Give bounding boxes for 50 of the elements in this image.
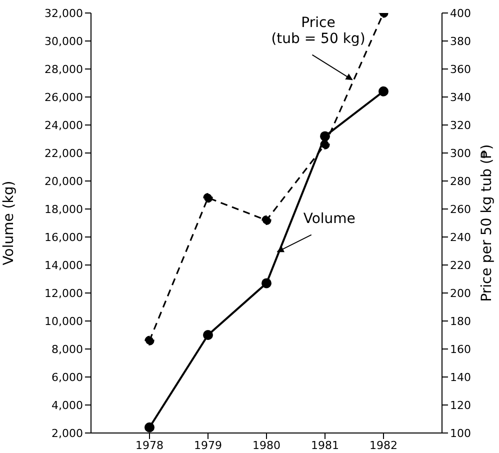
y-tick-label: 6,000 [52, 370, 83, 384]
y2-tick-label: 320 [450, 118, 471, 132]
point [262, 215, 272, 225]
y-tick-label: 22,000 [44, 146, 83, 160]
point [320, 131, 330, 142]
annotation: Price (tub = 50 kg) [271, 14, 366, 47]
y2-tick-label: 220 [450, 258, 471, 272]
x-tick-label: 1978 [136, 438, 164, 452]
y-tick-label: 16,000 [44, 230, 83, 244]
x-tick-label: 1981 [311, 438, 339, 452]
y-tick-label: 2,000 [52, 426, 83, 440]
y-axis-title: Volume (kg) [0, 180, 17, 266]
y2-tick-label: 200 [450, 286, 471, 300]
y-tick-label: 4,000 [52, 398, 83, 412]
point [144, 422, 154, 432]
y-tick-label: 28,000 [44, 62, 83, 76]
x-tick-label: 1979 [194, 438, 222, 452]
point [320, 140, 330, 150]
y2-tick-label: 120 [450, 398, 471, 412]
x-tick-label: 1982 [370, 438, 398, 452]
y2-tick-label: 140 [450, 370, 471, 384]
y2-tick-label: 300 [450, 146, 471, 160]
y2-axis-title: Price per 50 kg tub (₱) [479, 144, 495, 302]
x-tick-label: 1980 [252, 438, 280, 452]
y2-tick-label: 360 [450, 62, 471, 76]
y2-tick-label: 240 [450, 230, 471, 244]
point [203, 330, 213, 340]
y2-tick-label: 400 [450, 6, 471, 20]
point [144, 336, 154, 346]
y-tick-label: 8,000 [52, 342, 83, 356]
y-tick-label: 18,000 [44, 202, 83, 216]
y-tick-label: 32,000 [44, 6, 83, 20]
y2-tick-label: 380 [450, 34, 471, 48]
point [203, 193, 213, 203]
y2-tick-label: 340 [450, 90, 471, 104]
y2-tick-label: 100 [450, 426, 471, 440]
y-tick-label: 24,000 [44, 118, 83, 132]
y-tick-label: 26,000 [44, 90, 83, 104]
annotation: Volume [303, 210, 356, 227]
y-tick-label: 10,000 [44, 314, 83, 328]
y-tick-label: 14,000 [44, 258, 83, 272]
y2-tick-label: 180 [450, 314, 471, 328]
y-tick-label: 30,000 [44, 34, 83, 48]
point [378, 86, 388, 96]
y2-tick-label: 260 [450, 202, 471, 216]
y-tick-label: 12,000 [44, 286, 83, 300]
y2-tick-label: 280 [450, 174, 471, 188]
y-tick-label: 20,000 [44, 174, 83, 188]
point [262, 278, 272, 288]
y2-tick-label: 160 [450, 342, 471, 356]
